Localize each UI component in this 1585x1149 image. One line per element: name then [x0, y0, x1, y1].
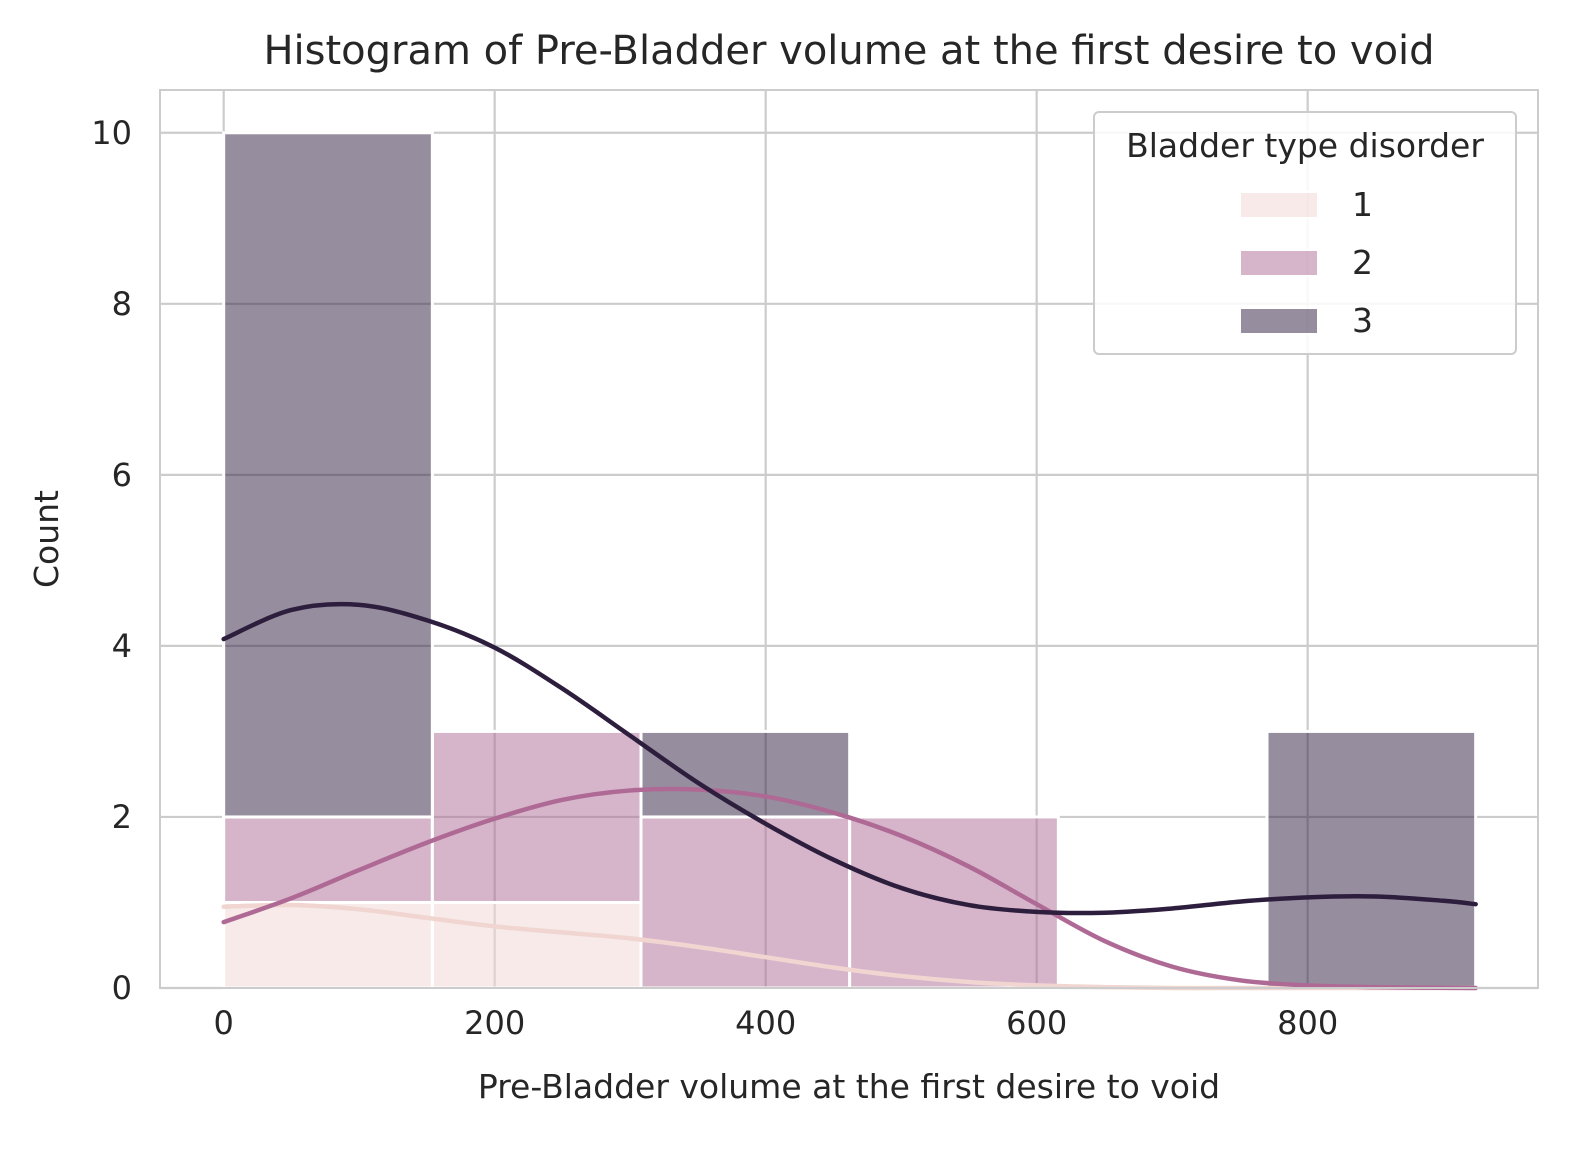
bar-series-1: [222, 900, 434, 990]
bar-series-3: [1265, 729, 1478, 990]
legend-title: Bladder type disorder: [1126, 126, 1484, 165]
legend-label-3: 3: [1352, 301, 1373, 340]
x-tick-label: 400: [735, 1004, 796, 1042]
x-tick-label: 200: [464, 1004, 525, 1042]
legend-label-2: 2: [1352, 243, 1373, 282]
bar-series-2: [848, 815, 1060, 990]
legend-box: [1093, 111, 1517, 355]
y-tick-label: 8: [112, 285, 132, 323]
kde-line-series-2: [221, 786, 1478, 991]
chart-title: Histogram of Pre-Bladder volume at the f…: [263, 28, 1434, 74]
legend-swatch-3: [1239, 307, 1319, 335]
histogram-bars: [222, 131, 1478, 990]
y-tick-label: 6: [112, 456, 132, 494]
legend-swatch-1: [1239, 191, 1319, 219]
x-tick-label: 800: [1277, 1004, 1338, 1042]
bar-series-1: [430, 900, 643, 990]
y-axis-label: Count: [27, 490, 66, 588]
y-tick-label: 10: [91, 114, 132, 152]
y-tick-label: 0: [112, 969, 132, 1007]
legend-swatch-2: [1239, 249, 1319, 277]
plot-frame: [159, 89, 1539, 989]
kde-line-series-3: [221, 601, 1478, 916]
x-axis-label: Pre-Bladder volume at the first desire t…: [478, 1067, 1220, 1106]
x-tick-label: 600: [1006, 1004, 1067, 1042]
bar-series-3: [222, 131, 434, 819]
bar-series-3: [639, 729, 852, 819]
legend-label-1: 1: [1352, 185, 1373, 224]
y-tick-label: 4: [112, 627, 132, 665]
bar-series-2: [222, 815, 434, 904]
x-tick-label: 0: [214, 1004, 234, 1042]
bar-series-2: [639, 815, 852, 990]
y-tick-label: 2: [112, 798, 132, 836]
legend: Bladder type disorder 1 2 3: [1093, 111, 1517, 355]
bar-series-2: [430, 729, 643, 904]
axis-ticks: 0 200 400 600 800 0 2 4 6 8 10: [91, 114, 1338, 1042]
